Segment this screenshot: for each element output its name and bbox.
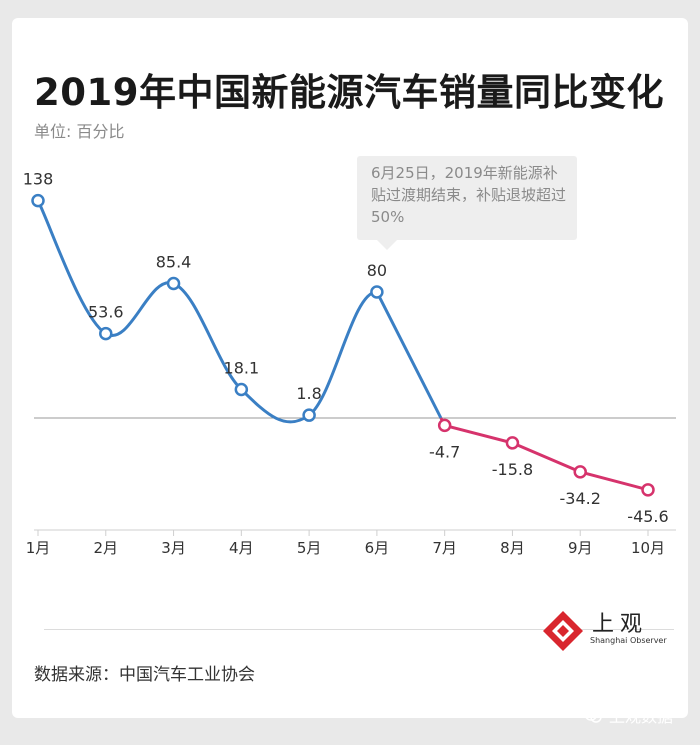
- data-point: [370, 285, 384, 299]
- annotation-text: 6月25日，2019年新能源补贴过渡期结束，补贴退坡超过50%: [371, 164, 567, 226]
- data-source: 数据来源：中国汽车工业协会: [34, 665, 255, 685]
- x-tick-label: 4月: [229, 539, 254, 557]
- data-point: [99, 326, 113, 341]
- data-point: [302, 408, 316, 422]
- annotation-callout: 6月25日，2019年新能源补贴过渡期结束，补贴退坡超过50%: [357, 156, 577, 250]
- data-label: 85.4: [156, 252, 192, 271]
- data-point: [437, 418, 452, 433]
- series-line-negative: [439, 417, 649, 492]
- data-point: [166, 276, 181, 291]
- wechat-icon: [584, 707, 602, 723]
- x-tick-label: 9月: [568, 539, 593, 557]
- logo-text-en: Shanghai Observer: [590, 636, 667, 645]
- data-label: 1.8: [296, 384, 321, 403]
- data-label: -45.6: [627, 507, 668, 526]
- x-tick-label: 6月: [365, 539, 390, 557]
- data-label: -34.2: [560, 489, 601, 508]
- x-tick-label: 3月: [161, 539, 186, 557]
- unit-label: 单位: 百分比: [34, 122, 125, 141]
- x-tick-label: 5月: [297, 539, 322, 557]
- watermark-text: 上观数据: [609, 707, 674, 726]
- logo-text-cn: 上观: [592, 612, 649, 637]
- data-point: [505, 436, 520, 450]
- data-label: 80: [367, 261, 387, 280]
- x-tick-label: 7月: [432, 539, 457, 557]
- chart-card: [12, 18, 688, 718]
- data-point: [573, 465, 587, 479]
- footer-divider: [44, 629, 674, 630]
- x-tick-label: 2月: [94, 539, 119, 557]
- logo-mark-icon: [543, 611, 583, 651]
- x-tick-label: 1月: [26, 539, 51, 557]
- data-label: -4.7: [429, 442, 460, 461]
- series-line-positive: [36, 200, 443, 424]
- data-label: 53.6: [88, 303, 124, 322]
- data-point: [641, 483, 655, 497]
- data-point: [31, 193, 45, 208]
- x-tick-label: 10月: [631, 539, 665, 557]
- data-label: 18.1: [224, 358, 260, 377]
- data-label: 138: [23, 170, 54, 189]
- data-point: [234, 382, 249, 397]
- data-label: -15.8: [492, 460, 533, 479]
- x-tick-label: 8月: [500, 539, 525, 557]
- chart-title: 2019年中国新能源汽车销量同比变化: [34, 71, 664, 114]
- shanghai-observer-logo: 上观 Shanghai Observer: [542, 606, 667, 656]
- wechat-watermark: 上观数据: [583, 703, 673, 727]
